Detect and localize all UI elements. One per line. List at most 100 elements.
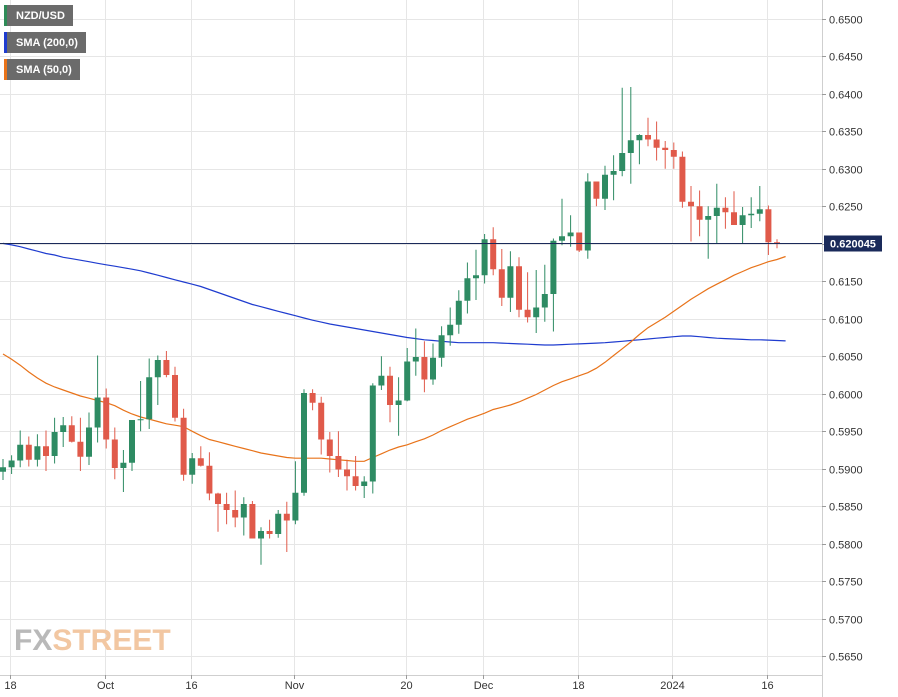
candle-body bbox=[77, 441, 84, 457]
candle-body bbox=[8, 460, 15, 468]
candle-body bbox=[25, 444, 32, 460]
candle-body bbox=[292, 492, 299, 521]
candle-body bbox=[653, 139, 660, 148]
legend-swatch-sma200 bbox=[4, 32, 7, 53]
candle-body bbox=[369, 385, 376, 482]
y-tick-label: 0.5650 bbox=[829, 652, 863, 664]
candle-body bbox=[17, 444, 24, 461]
candle-body bbox=[189, 458, 196, 475]
y-tick-label: 0.6250 bbox=[829, 202, 863, 214]
candle-body bbox=[412, 357, 419, 362]
legend-item-sma50[interactable]: SMA (50,0) bbox=[4, 59, 80, 80]
candle-body bbox=[326, 439, 333, 456]
y-tick-label: 0.5750 bbox=[829, 577, 863, 589]
x-tick-label: Nov bbox=[285, 680, 305, 692]
x-tick-label: 20 bbox=[400, 680, 412, 692]
candle-body bbox=[602, 174, 608, 199]
candle-body bbox=[51, 432, 58, 456]
sma50-line bbox=[2, 255, 786, 462]
candle-body bbox=[146, 377, 153, 420]
candle-body bbox=[154, 360, 161, 378]
candle-body bbox=[206, 465, 213, 494]
y-tick-label: 0.6450 bbox=[829, 52, 863, 64]
y-axis-panel bbox=[822, 0, 898, 697]
y-tick-label: 0.5700 bbox=[829, 615, 863, 627]
candle-body bbox=[240, 504, 247, 518]
current-price-label: 0.620045 bbox=[830, 239, 876, 251]
candle-body bbox=[94, 397, 101, 428]
candle-body bbox=[395, 400, 402, 405]
x-tick-label: Dec bbox=[474, 680, 494, 692]
y-tick-label: 0.6400 bbox=[829, 90, 863, 102]
candle-body bbox=[524, 309, 531, 318]
candle-body bbox=[387, 375, 393, 405]
candle-body bbox=[490, 239, 497, 270]
candle-body bbox=[197, 458, 204, 466]
candle-body bbox=[731, 212, 737, 225]
x-tick-label: 18 bbox=[572, 680, 584, 692]
candle-body bbox=[266, 531, 273, 534]
candle-body bbox=[0, 467, 6, 472]
legend-swatch-nzdusd bbox=[4, 5, 7, 26]
legend-item-nzdusd[interactable]: NZD/USD bbox=[4, 5, 73, 26]
candle-body bbox=[713, 207, 720, 216]
y-tick-label: 0.6500 bbox=[829, 15, 863, 27]
legend-label-sma200: SMA (200,0) bbox=[16, 36, 78, 49]
y-tick-label: 0.5950 bbox=[829, 427, 863, 439]
candle-body bbox=[137, 419, 144, 421]
candle-body bbox=[283, 513, 290, 521]
candle-body bbox=[68, 425, 75, 442]
candle-body bbox=[498, 269, 505, 298]
legend-label-sma50: SMA (50,0) bbox=[16, 63, 72, 76]
candle-body bbox=[180, 417, 187, 475]
candle-body bbox=[275, 513, 282, 534]
candle-body bbox=[610, 171, 617, 175]
candle-body bbox=[507, 266, 514, 298]
candle-body bbox=[421, 357, 428, 380]
legend-label-nzdusd: NZD/USD bbox=[16, 9, 65, 22]
candle-body bbox=[309, 393, 316, 403]
candle-body bbox=[163, 360, 170, 375]
candle-body bbox=[301, 393, 307, 493]
candle-body bbox=[739, 215, 746, 225]
candle-body bbox=[765, 209, 772, 243]
candle-body bbox=[576, 232, 583, 251]
candle-body bbox=[34, 446, 41, 460]
candle-body bbox=[352, 476, 359, 486]
y-tick-label: 0.5900 bbox=[829, 465, 863, 477]
candle-body bbox=[662, 147, 669, 150]
candle-body bbox=[593, 181, 600, 199]
candle-body bbox=[550, 240, 557, 294]
y-tick-label: 0.6050 bbox=[829, 352, 863, 364]
candle-body bbox=[129, 420, 135, 463]
legend-item-sma200[interactable]: SMA (200,0) bbox=[4, 32, 86, 53]
candle-body bbox=[223, 504, 230, 510]
candle-body bbox=[645, 135, 651, 140]
candle-body bbox=[473, 275, 479, 279]
legend-swatch-sma50 bbox=[4, 59, 7, 80]
candle-body bbox=[103, 397, 110, 440]
fxstreet-watermark: FXSTREET bbox=[14, 624, 171, 657]
x-tick-label: Oct bbox=[97, 680, 114, 692]
candle-body bbox=[361, 481, 368, 486]
candle-body bbox=[172, 375, 178, 418]
candle-body bbox=[258, 531, 264, 539]
candle-body bbox=[696, 206, 703, 220]
candle-body bbox=[567, 232, 574, 237]
candle-body bbox=[481, 239, 488, 276]
candle-body bbox=[111, 439, 118, 468]
candle-body bbox=[722, 207, 729, 213]
y-tick-label: 0.5850 bbox=[829, 502, 863, 514]
candle-body bbox=[584, 181, 591, 251]
candle-body bbox=[215, 493, 221, 504]
candle-body bbox=[464, 278, 471, 301]
candle-body bbox=[559, 236, 565, 241]
x-tick-label: 2024 bbox=[660, 680, 684, 692]
candle-body bbox=[344, 469, 350, 477]
candle-body bbox=[705, 216, 712, 220]
candle-body bbox=[120, 462, 127, 468]
candle-body bbox=[404, 361, 411, 401]
candle-body bbox=[43, 446, 49, 456]
